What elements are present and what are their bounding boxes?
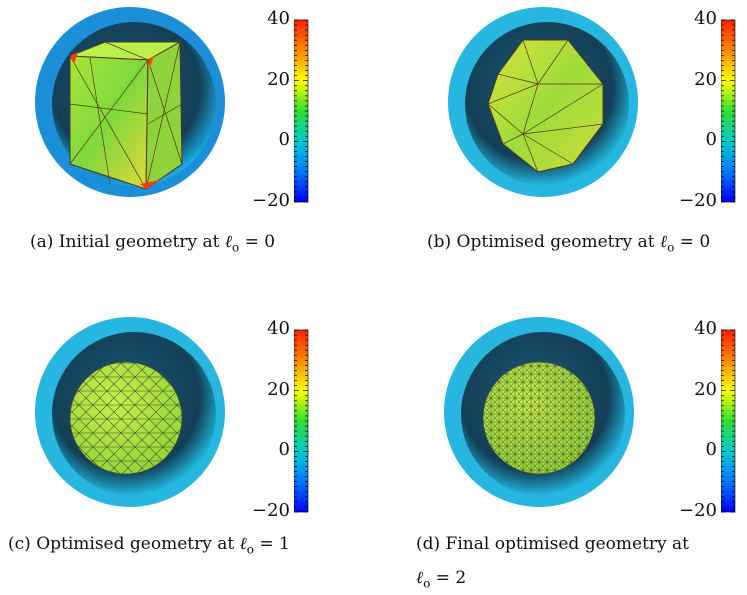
colorbar-tick-label: −20 (679, 190, 717, 211)
colorbar-tick-label: −20 (252, 500, 290, 521)
colorbar-tick-label: 0 (705, 129, 717, 151)
caption-d-line2: ℓo = 2 (416, 568, 467, 591)
render-d (444, 317, 634, 507)
colorbar-c: 40 20 0 −20 (238, 318, 318, 521)
colorbar-tick-label: 0 (278, 439, 290, 461)
render-c (35, 317, 225, 507)
colorbar-gradient (721, 329, 736, 513)
colorbar-tick-label: −20 (679, 500, 717, 521)
render-a (35, 7, 225, 197)
caption-a: (a) Initial geometry at ℓo = 0 (30, 232, 276, 255)
render-b (448, 7, 638, 197)
colorbar-tick-label: 20 (267, 378, 290, 400)
panel-c: 40 20 0 −20 (c) Optimised geometry at ℓo = … (0, 310, 373, 595)
colorbar-tick-label: 20 (267, 68, 290, 90)
colorbar-tick-label: 20 (694, 378, 717, 400)
colorbar-gradient (294, 19, 309, 203)
colorbar-tick-label: 40 (267, 318, 290, 339)
colorbar-a: 40 20 0 −20 (238, 8, 318, 211)
colorbar-tick-label: 0 (705, 439, 717, 461)
colorbar-gradient (294, 329, 309, 513)
colorbar-tick-label: 20 (694, 68, 717, 90)
colorbar-tick-label: −20 (252, 190, 290, 211)
colorbar-gradient (721, 19, 736, 203)
colorbar-tick-label: 40 (694, 318, 717, 339)
colorbar-tick-label: 40 (267, 8, 290, 29)
colorbar-tick-label: 0 (278, 129, 290, 151)
caption-b: (b) Optimised geometry at ℓo = 0 (427, 232, 711, 255)
panel-b: 40 20 0 −20 (b) Optimised geometry at ℓo = … (373, 0, 747, 270)
colorbar-d: 40 20 0 −20 (665, 318, 745, 521)
colorbar-b: 40 20 0 −20 (665, 8, 745, 211)
panel-a: 40 20 0 −20 (a) Initial geometry at ℓo = 0 (0, 0, 373, 270)
panel-d: 40 20 0 −20 (d) Final optimised geometry at… (373, 310, 747, 595)
caption-c: (c) Optimised geometry at ℓo = 1 (8, 534, 290, 557)
caption-d: (d) Final optimised geometry at (416, 534, 690, 554)
colorbar-tick-label: 40 (694, 8, 717, 29)
